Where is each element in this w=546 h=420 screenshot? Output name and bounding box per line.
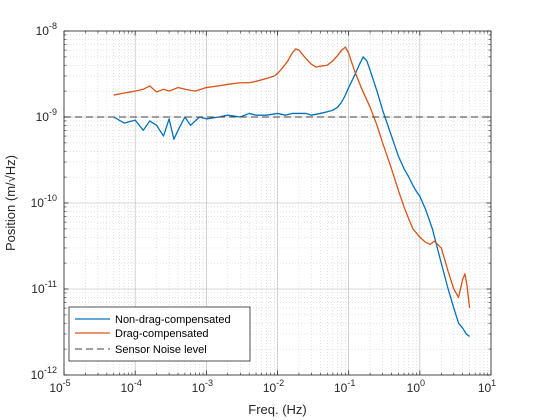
- x-tick-label: 10-4: [120, 378, 141, 395]
- y-axis-label: Position (m/√Hz): [3, 155, 18, 251]
- x-tick-label: 10-1: [334, 378, 355, 395]
- series-line-2: [113, 46, 471, 309]
- legend-box: [68, 306, 251, 362]
- legend-label: Drag-compensated: [115, 328, 209, 340]
- x-tick-labels: 10-5 10-4 10-3 10-2 10-1 100 101: [49, 378, 496, 395]
- x-axis-label: Freq. (Hz): [248, 402, 307, 417]
- y-tick-label: 10-10: [31, 193, 57, 210]
- legend: Non-drag-compensated Drag-compensated Sens…: [68, 306, 251, 362]
- x-tick-label: 10-3: [192, 378, 213, 395]
- y-tick-label: 10-11: [31, 279, 57, 296]
- y-tick-label: 10-9: [36, 107, 57, 124]
- y-tick-label: 10-8: [36, 21, 57, 38]
- series-layer: [64, 46, 491, 338]
- legend-label: Sensor Noise level: [115, 344, 207, 356]
- y-tick-label: 10-12: [31, 365, 57, 382]
- x-tick-label: 101: [478, 378, 496, 395]
- ticks: [63, 30, 492, 376]
- x-tick-label: 100: [407, 378, 425, 395]
- x-tick-label: 10-2: [263, 378, 284, 395]
- legend-label: Non-drag-compensated: [115, 314, 231, 326]
- series-line-1: [113, 56, 470, 338]
- y-tick-labels: 10-12 10-11 10-10 10-9 10-8: [31, 21, 57, 382]
- x-tick-label: 10-5: [49, 378, 70, 395]
